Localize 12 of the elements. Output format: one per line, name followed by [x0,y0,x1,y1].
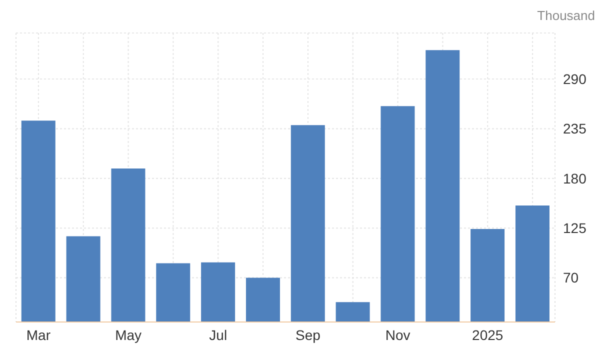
y-tick-label: 70 [563,270,579,286]
x-tick-label: 2025 [472,326,504,343]
y-tick-label: 180 [563,170,587,186]
y-tick-label: 125 [563,220,587,236]
y-tick-label: 290 [563,71,587,88]
x-tick-label: Jul [209,326,228,343]
x-tick-label: Sep [295,326,321,343]
x-tick-label: Nov [385,326,410,343]
x-tick-label: Mar [26,326,51,343]
y-axis-title: Thousand [537,8,595,23]
y-tick-label: 235 [563,120,587,137]
x-tick-label: May [115,326,142,343]
